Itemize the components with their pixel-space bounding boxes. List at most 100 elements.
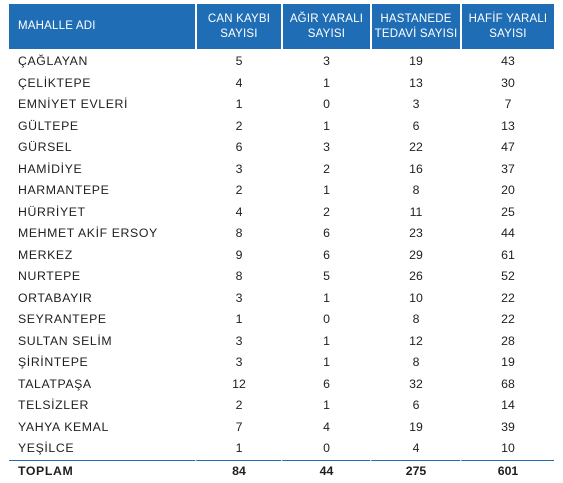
- cell-can-kaybi: 5: [195, 51, 281, 73]
- cell-hastanede-tedavi: 6: [370, 115, 460, 137]
- cell-hastanede-tedavi: 8: [370, 180, 460, 202]
- table-row: ŞİRİNTEPE 3 1 8 19: [9, 352, 554, 374]
- cell-hafif-yarali: 30: [460, 72, 554, 94]
- cell-can-kaybi: 3: [195, 287, 281, 309]
- table-row: SULTAN SELİM 3 1 12 28: [9, 330, 554, 352]
- cell-hastanede-tedavi: 11: [370, 201, 460, 223]
- cell-agir-yarali: 3: [281, 51, 370, 73]
- cell-hafif-yarali: 52: [460, 266, 554, 288]
- column-header-can-kaybi: CAN KAYBI SAYISI: [195, 4, 281, 51]
- table-row: ÇELİKTEPE 4 1 13 30: [9, 72, 554, 94]
- cell-mahalle-name: ŞİRİNTEPE: [9, 352, 195, 374]
- column-header-label-line2: TEDAVİ SAYISI: [374, 27, 458, 40]
- column-header-hastanede-tedavi: HASTANEDE TEDAVİ SAYISI: [370, 4, 460, 51]
- cell-hastanede-tedavi: 16: [370, 158, 460, 180]
- cell-hafif-yarali: 22: [460, 287, 554, 309]
- casualty-table: MAHALLE ADI CAN KAYBI SAYISI AĞIR YARALI…: [9, 4, 554, 483]
- cell-hafif-yarali: 68: [460, 373, 554, 395]
- table-row: GÜLTEPE 2 1 6 13: [9, 115, 554, 137]
- cell-hafif-yarali: 7: [460, 94, 554, 116]
- cell-agir-yarali: 3: [281, 137, 370, 159]
- table-row: HAMİDİYE 3 2 16 37: [9, 158, 554, 180]
- cell-can-kaybi: 2: [195, 180, 281, 202]
- cell-can-kaybi: 8: [195, 266, 281, 288]
- cell-hafif-yarali: 43: [460, 51, 554, 73]
- cell-can-kaybi: 9: [195, 244, 281, 266]
- cell-hastanede-tedavi: 19: [370, 51, 460, 73]
- cell-hafif-yarali: 39: [460, 416, 554, 438]
- header-row: MAHALLE ADI CAN KAYBI SAYISI AĞIR YARALI…: [9, 4, 554, 51]
- cell-hafif-yarali: 20: [460, 180, 554, 202]
- cell-can-kaybi: 6: [195, 137, 281, 159]
- cell-can-kaybi: 7: [195, 416, 281, 438]
- cell-hafif-yarali: 22: [460, 309, 554, 331]
- cell-agir-yarali: 1: [281, 330, 370, 352]
- table-row: YEŞİLCE 1 0 4 10: [9, 438, 554, 460]
- table-row: SEYRANTEPE 1 0 8 22: [9, 309, 554, 331]
- cell-agir-yarali: 1: [281, 287, 370, 309]
- table-row: EMNİYET EVLERİ 1 0 3 7: [9, 94, 554, 116]
- table-row: MERKEZ 9 6 29 61: [9, 244, 554, 266]
- column-header-hafif-yarali: HAFİF YARALI SAYISI: [460, 4, 554, 51]
- table-header: MAHALLE ADI CAN KAYBI SAYISI AĞIR YARALI…: [9, 4, 554, 51]
- cell-hafif-yarali: 13: [460, 115, 554, 137]
- cell-hafif-yarali: 25: [460, 201, 554, 223]
- cell-hafif-yarali: 14: [460, 395, 554, 417]
- cell-hastanede-tedavi: 23: [370, 223, 460, 245]
- cell-agir-yarali: 6: [281, 244, 370, 266]
- total-hastanede-tedavi: 275: [370, 459, 460, 483]
- total-label: TOPLAM: [9, 459, 195, 483]
- cell-can-kaybi: 4: [195, 72, 281, 94]
- cell-can-kaybi: 8: [195, 223, 281, 245]
- column-header-label-line2: SAYISI: [307, 27, 346, 40]
- cell-agir-yarali: 1: [281, 395, 370, 417]
- cell-hastanede-tedavi: 8: [370, 352, 460, 374]
- table-row: YAHYA KEMAL 7 4 19 39: [9, 416, 554, 438]
- cell-mahalle-name: ORTABAYIR: [9, 287, 195, 309]
- cell-hafif-yarali: 10: [460, 438, 554, 460]
- cell-hastanede-tedavi: 4: [370, 438, 460, 460]
- column-header-label-line2: SAYISI: [489, 27, 527, 40]
- cell-agir-yarali: 1: [281, 115, 370, 137]
- total-can-kaybi: 84: [195, 459, 281, 483]
- cell-mahalle-name: ÇELİKTEPE: [9, 72, 195, 94]
- cell-hastanede-tedavi: 8: [370, 309, 460, 331]
- cell-hastanede-tedavi: 26: [370, 266, 460, 288]
- cell-can-kaybi: 4: [195, 201, 281, 223]
- cell-can-kaybi: 3: [195, 352, 281, 374]
- column-header-mahalle-adi: MAHALLE ADI: [9, 4, 195, 51]
- cell-can-kaybi: 2: [195, 395, 281, 417]
- cell-agir-yarali: 1: [281, 180, 370, 202]
- total-row: TOPLAM 84 44 275 601: [9, 459, 554, 483]
- table-row: ORTABAYIR 3 1 10 22: [9, 287, 554, 309]
- table-row: TELSİZLER 2 1 6 14: [9, 395, 554, 417]
- cell-agir-yarali: 0: [281, 438, 370, 460]
- column-header-label-line1: CAN KAYBI: [207, 12, 271, 25]
- cell-agir-yarali: 4: [281, 416, 370, 438]
- cell-can-kaybi: 2: [195, 115, 281, 137]
- table-row: TALATPAŞA 12 6 32 68: [9, 373, 554, 395]
- column-header-label: MAHALLE ADI: [18, 20, 96, 32]
- cell-mahalle-name: YEŞİLCE: [9, 438, 195, 460]
- column-header-label-line1: AĞIR YARALI: [289, 12, 364, 25]
- cell-hafif-yarali: 19: [460, 352, 554, 374]
- cell-can-kaybi: 1: [195, 438, 281, 460]
- cell-agir-yarali: 5: [281, 266, 370, 288]
- cell-can-kaybi: 1: [195, 94, 281, 116]
- cell-hafif-yarali: 44: [460, 223, 554, 245]
- cell-hastanede-tedavi: 19: [370, 416, 460, 438]
- cell-can-kaybi: 3: [195, 330, 281, 352]
- cell-hastanede-tedavi: 32: [370, 373, 460, 395]
- cell-mahalle-name: SEYRANTEPE: [9, 309, 195, 331]
- cell-agir-yarali: 2: [281, 201, 370, 223]
- table-row: GÜRSEL 6 3 22 47: [9, 137, 554, 159]
- cell-hafif-yarali: 61: [460, 244, 554, 266]
- cell-mahalle-name: GÜRSEL: [9, 137, 195, 159]
- table-row: HÜRRİYET 4 2 11 25: [9, 201, 554, 223]
- cell-agir-yarali: 6: [281, 223, 370, 245]
- table-row: MEHMET AKİF ERSOY 8 6 23 44: [9, 223, 554, 245]
- cell-hafif-yarali: 47: [460, 137, 554, 159]
- cell-can-kaybi: 3: [195, 158, 281, 180]
- cell-hastanede-tedavi: 3: [370, 94, 460, 116]
